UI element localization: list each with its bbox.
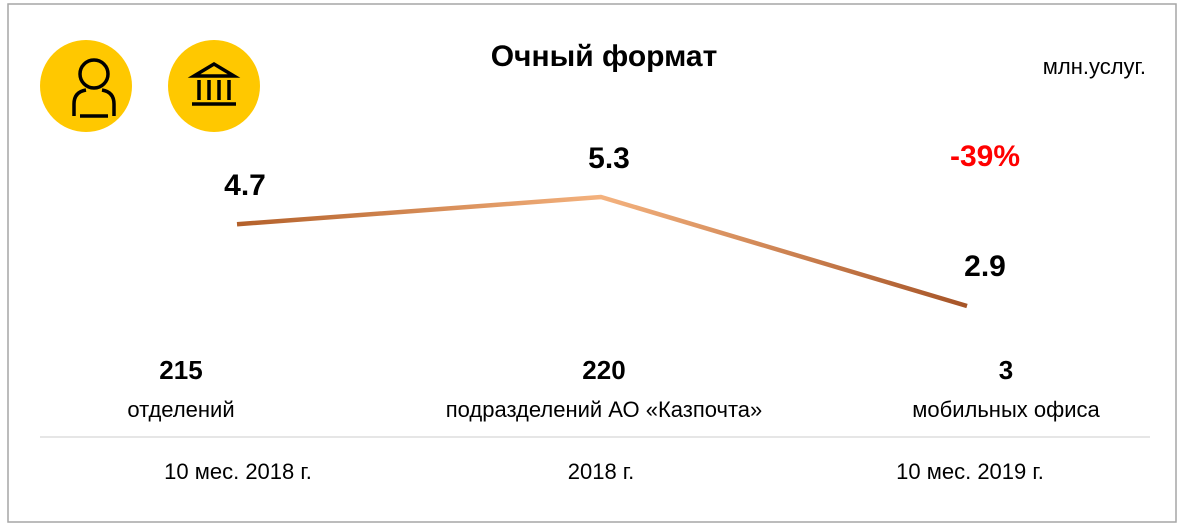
count-value: 220 [582,355,625,385]
frame [7,3,1177,523]
x-tick-label: 10 мес. 2019 г. [896,459,1044,484]
unit-label: млн.услуг. [1043,54,1146,79]
line [236,194,968,309]
count-label: отделений [127,397,234,422]
person-icon [40,40,132,132]
count-label: подразделений АО «Казпочта» [446,397,763,422]
chart-title: Очный формат [491,40,718,73]
count-value: 3 [999,355,1013,385]
value-label: 4.7 [224,169,266,202]
value-label: 5.3 [588,142,630,175]
bank-icon [168,40,260,132]
x-tick-label: 10 мес. 2018 г. [164,459,312,484]
count-value: 215 [159,355,202,385]
value-label: 2.9 [964,250,1006,283]
x-tick-label: 2018 г. [568,459,635,484]
count-label: мобильных офиса [912,397,1100,422]
annotation: -39% [950,140,1020,173]
